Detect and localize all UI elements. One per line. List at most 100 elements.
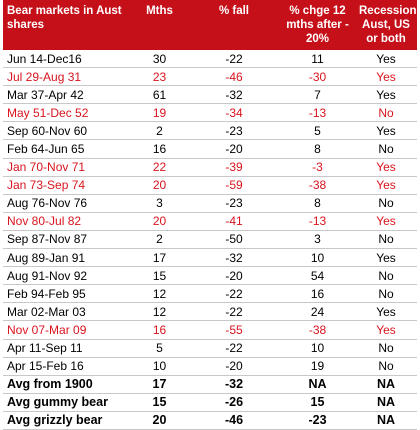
recession-cell: No xyxy=(355,284,417,304)
period-cell: Jul 29-Aug 31 xyxy=(3,67,131,87)
change-cell: 10 xyxy=(280,248,355,268)
period-cell: Nov 07-Mar 09 xyxy=(3,320,131,340)
months-cell: 19 xyxy=(131,103,188,123)
months-cell: 61 xyxy=(131,85,188,105)
months-cell: 30 xyxy=(131,50,188,69)
period-cell: Nov 80-Jul 82 xyxy=(3,212,131,231)
months-cell: 16 xyxy=(131,139,188,159)
change-cell: -38 xyxy=(280,320,355,340)
header-fall: % fall xyxy=(188,0,280,50)
fall-cell: -22 xyxy=(188,339,280,358)
header-row: Bear markets in Aust shares Mths % fall … xyxy=(3,0,417,50)
summary-recession-cell: NA xyxy=(355,393,417,412)
summary-change-cell: 15 xyxy=(280,393,355,412)
change-cell: 3 xyxy=(280,230,355,250)
recession-cell: No xyxy=(355,266,417,286)
fall-cell: -23 xyxy=(188,194,280,213)
period-cell: Sep 87-Nov 87 xyxy=(3,230,131,250)
period-cell: Jan 73-Sep 74 xyxy=(3,176,131,195)
summary-label-cell: Avg grizzly bear xyxy=(3,411,131,430)
change-cell: 19 xyxy=(280,357,355,376)
table-row: Nov 07-Mar 09 16 -55 -38 Yes xyxy=(3,320,417,340)
summary-fall-cell: -26 xyxy=(188,393,280,412)
table-row: Sep 87-Nov 87 2 -50 3 No xyxy=(3,230,417,250)
period-cell: Mar 37-Apr 42 xyxy=(3,85,131,105)
fall-cell: -20 xyxy=(188,357,280,376)
header-period: Bear markets in Aust shares xyxy=(3,0,131,50)
months-cell: 2 xyxy=(131,230,188,250)
period-cell: Sep 60-Nov 60 xyxy=(3,121,131,141)
header-months: Mths xyxy=(131,0,188,50)
recession-cell: Yes xyxy=(355,212,417,231)
period-cell: Feb 64-Jun 65 xyxy=(3,139,131,159)
change-cell: 16 xyxy=(280,284,355,304)
recession-cell: Yes xyxy=(355,248,417,268)
fall-cell: -20 xyxy=(188,266,280,286)
period-cell: Mar 02-Mar 03 xyxy=(3,302,131,322)
summary-months-cell: 20 xyxy=(131,411,188,430)
period-cell: Aug 76-Nov 76 xyxy=(3,194,131,213)
fall-cell: -32 xyxy=(188,85,280,105)
recession-cell: Yes xyxy=(355,121,417,141)
fall-cell: -32 xyxy=(188,248,280,268)
summary-row: Avg from 1900 17 -32 NA NA xyxy=(3,375,417,394)
months-cell: 3 xyxy=(131,194,188,213)
table-body: Jun 14-Dec16 30 -22 11 Yes Jul 29-Aug 31 23 -46… xyxy=(3,50,417,430)
change-cell: 8 xyxy=(280,194,355,213)
table-row: Feb 94-Feb 95 12 -22 16 No xyxy=(3,284,417,304)
period-cell: Aug 91-Nov 92 xyxy=(3,266,131,286)
recession-cell: Yes xyxy=(355,85,417,105)
summary-months-cell: 15 xyxy=(131,393,188,412)
period-cell: Apr 15-Feb 16 xyxy=(3,357,131,376)
summary-recession-cell: NA xyxy=(355,375,417,394)
change-cell: 5 xyxy=(280,121,355,141)
table-row: Jun 14-Dec16 30 -22 11 Yes xyxy=(3,50,417,69)
change-cell: 10 xyxy=(280,339,355,358)
fall-cell: -22 xyxy=(188,284,280,304)
table-row: Apr 15-Feb 16 10 -20 19 No xyxy=(3,357,417,376)
period-cell: Apr 11-Sep 11 xyxy=(3,339,131,358)
change-cell: -13 xyxy=(280,103,355,123)
months-cell: 20 xyxy=(131,212,188,231)
table-row: Aug 89-Jan 91 17 -32 10 Yes xyxy=(3,248,417,268)
fall-cell: -55 xyxy=(188,320,280,340)
table-row: Apr 11-Sep 11 5 -22 10 No xyxy=(3,339,417,358)
months-cell: 17 xyxy=(131,248,188,268)
summary-fall-cell: -32 xyxy=(188,375,280,394)
months-cell: 12 xyxy=(131,284,188,304)
bear-markets-table: Bear markets in Aust shares Mths % fall … xyxy=(3,0,417,430)
fall-cell: -39 xyxy=(188,158,280,177)
change-cell: 54 xyxy=(280,266,355,286)
change-cell: 11 xyxy=(280,50,355,69)
table-row: Feb 64-Jun 65 16 -20 8 No xyxy=(3,139,417,159)
header-recession: Recession Aust, US or both xyxy=(355,0,417,50)
table-row: Aug 91-Nov 92 15 -20 54 No xyxy=(3,266,417,286)
summary-recession-cell: NA xyxy=(355,411,417,430)
fall-cell: -22 xyxy=(188,50,280,69)
header-change-12m: % chge 12 mths after - 20% xyxy=(280,0,355,50)
summary-row: Avg gummy bear 15 -26 15 NA xyxy=(3,393,417,412)
summary-label-cell: Avg gummy bear xyxy=(3,393,131,412)
table-header: Bear markets in Aust shares Mths % fall … xyxy=(3,0,417,50)
recession-cell: No xyxy=(355,103,417,123)
fall-cell: -20 xyxy=(188,139,280,159)
recession-cell: Yes xyxy=(355,50,417,69)
change-cell: 7 xyxy=(280,85,355,105)
change-cell: -38 xyxy=(280,176,355,195)
table-row: Jul 29-Aug 31 23 -46 -30 Yes xyxy=(3,67,417,87)
table-row: Sep 60-Nov 60 2 -23 5 Yes xyxy=(3,121,417,141)
period-cell: Jun 14-Dec16 xyxy=(3,50,131,69)
change-cell: -13 xyxy=(280,212,355,231)
months-cell: 23 xyxy=(131,67,188,87)
months-cell: 10 xyxy=(131,357,188,376)
summary-label-cell: Avg from 1900 xyxy=(3,375,131,394)
recession-cell: Yes xyxy=(355,320,417,340)
months-cell: 16 xyxy=(131,320,188,340)
table-row: May 51-Dec 52 19 -34 -13 No xyxy=(3,103,417,123)
recession-cell: No xyxy=(355,194,417,213)
months-cell: 2 xyxy=(131,121,188,141)
summary-fall-cell: -46 xyxy=(188,411,280,430)
fall-cell: -59 xyxy=(188,176,280,195)
recession-cell: No xyxy=(355,357,417,376)
fall-cell: -41 xyxy=(188,212,280,231)
